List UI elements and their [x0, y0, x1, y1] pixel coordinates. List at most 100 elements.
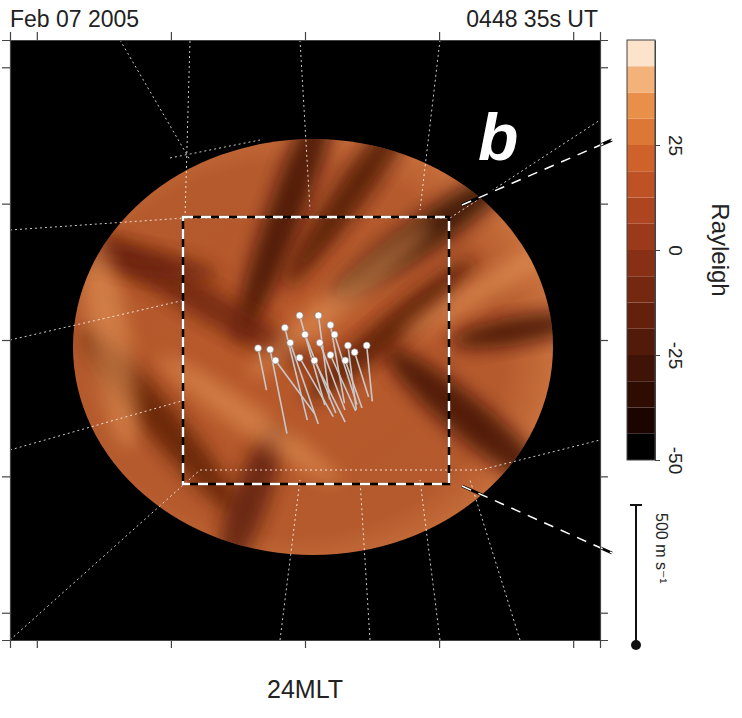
scale-line — [635, 505, 637, 645]
grid-line — [10, 470, 200, 640]
tick-mark — [37, 32, 38, 40]
tick-mark — [655, 355, 660, 356]
panel-label: b — [478, 100, 518, 174]
axis-line — [11, 641, 601, 649]
colorbar-band — [627, 198, 655, 224]
sky-ground — [60, 130, 570, 570]
colorbar-band — [627, 355, 655, 381]
tick-mark — [171, 640, 172, 648]
box-dark — [183, 217, 449, 484]
plot-background — [10, 40, 600, 640]
tick-mark — [600, 340, 608, 341]
vector-origin — [363, 342, 370, 349]
figure: 250-25-50Rayleigh500 m s⁻¹Feb 07 2005044… — [0, 0, 742, 718]
tick-label: -50 — [665, 447, 686, 474]
tick: -25 — [655, 342, 686, 369]
grid-line — [120, 40, 190, 160]
vector-origin — [296, 312, 303, 319]
vector-origin — [287, 339, 294, 346]
tick-mark — [37, 640, 38, 648]
colorbar-band — [627, 303, 655, 329]
axis — [600, 41, 608, 641]
tick-mark — [2, 204, 10, 205]
vector-origin — [296, 354, 303, 361]
vector-origin — [327, 352, 334, 359]
wind-vector — [300, 315, 325, 405]
axis-line — [601, 41, 609, 641]
subtitle: 0448 35s UT — [466, 6, 598, 32]
grid-line — [185, 40, 190, 218]
tick — [600, 67, 608, 68]
colorbar-frame — [627, 40, 655, 460]
vector-origin — [342, 357, 349, 364]
title: Feb 07 2005 — [10, 6, 139, 32]
vector-origin — [272, 357, 279, 364]
grid-line — [170, 140, 260, 158]
tick-mark — [573, 640, 574, 648]
tick — [171, 640, 172, 648]
sky-image — [39, 53, 591, 581]
colorbar-band — [627, 329, 655, 355]
grid-line — [450, 120, 600, 218]
wind-vector — [355, 352, 369, 397]
tick — [37, 32, 38, 40]
scale-label: 500 m s⁻¹ — [653, 513, 670, 584]
tick — [600, 204, 608, 205]
tick — [2, 67, 10, 68]
colorbar: 250-25-50 — [627, 40, 686, 474]
vector-origin — [267, 346, 274, 353]
airglow-band — [373, 334, 567, 506]
colorbar-band — [627, 40, 655, 66]
grid-line — [200, 470, 480, 471]
tick-mark — [600, 613, 608, 614]
vector-origin — [255, 345, 262, 352]
axis-line — [11, 32, 601, 41]
airglow-band — [449, 304, 592, 356]
tick-mark — [655, 460, 660, 461]
airglow-bright — [71, 228, 149, 452]
zoom-line — [462, 486, 612, 553]
wind-vector — [270, 350, 287, 434]
scale-cap — [630, 504, 642, 506]
tick — [37, 640, 38, 648]
tick — [171, 32, 172, 40]
airglow-bright — [239, 212, 441, 388]
tick-mark — [655, 250, 660, 251]
tick — [439, 32, 440, 40]
x-axis-title: 24MLT — [267, 675, 343, 703]
tick-mark — [2, 340, 10, 341]
colorbar-band — [627, 381, 655, 407]
colorbar-band — [627, 171, 655, 197]
tick — [2, 613, 10, 614]
colorbar-band — [627, 119, 655, 145]
grid-line — [10, 218, 185, 230]
grid-line — [300, 40, 310, 210]
tick-mark — [573, 32, 574, 40]
tick — [573, 32, 574, 40]
tick-mark — [655, 145, 660, 146]
tick-mark — [2, 67, 10, 68]
tick-mark — [600, 204, 608, 205]
scale-dot — [631, 640, 641, 650]
tick-label: -25 — [665, 342, 686, 369]
axis-line — [2, 41, 11, 641]
geo-grid — [10, 40, 600, 640]
colorbar-title: Rayleigh — [707, 203, 734, 296]
colorbar-axis: 250-25-50 — [655, 41, 686, 475]
tick: -50 — [655, 447, 686, 474]
tick-mark — [305, 32, 306, 40]
tick-mark — [600, 67, 608, 68]
vector-origin — [302, 331, 309, 338]
wind-vector — [276, 360, 315, 413]
grid-line — [360, 480, 370, 640]
tick — [573, 640, 574, 648]
airglow-band — [272, 64, 447, 295]
colorbar-band — [627, 408, 655, 434]
scale-bar: 500 m s⁻¹ — [630, 505, 670, 650]
axis — [11, 640, 601, 648]
grid-line — [470, 480, 520, 640]
colorbar-band — [627, 145, 655, 171]
airglow-band — [39, 231, 221, 290]
vector-origin — [331, 331, 338, 338]
grid-line — [280, 480, 300, 640]
